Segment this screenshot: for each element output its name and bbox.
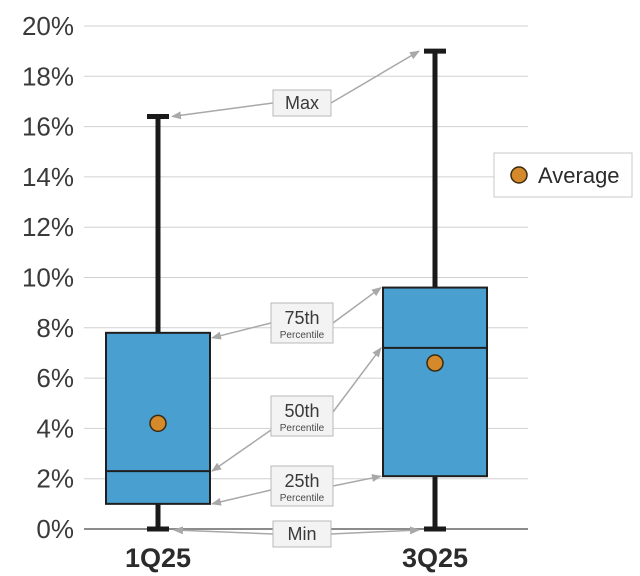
annotation-label: Max: [285, 93, 319, 113]
annotation-arrow: [332, 474, 382, 487]
annotation-arrow: [332, 347, 382, 413]
y-tick-label: 14%: [22, 162, 74, 192]
annotation-label: Min: [287, 524, 316, 544]
legend-average-marker: [510, 166, 528, 184]
annotation-label: 50th: [284, 401, 319, 421]
y-tick-label: 16%: [22, 112, 74, 142]
average-marker: [426, 354, 444, 372]
annotations: Max 75th Percentile 50th Percentile 25th Perce…: [171, 50, 420, 548]
y-tick-label: 0%: [36, 514, 74, 544]
annotation-sublabel: Percentile: [280, 493, 325, 504]
annotation-box: [270, 302, 334, 344]
annotation-arrow: [211, 322, 272, 340]
iqr-box: [382, 286, 488, 478]
annotation-p75: 75th Percentile: [211, 286, 382, 344]
y-tick-label: 8%: [36, 313, 74, 343]
y-tick-label: 20%: [22, 11, 74, 41]
annotation-max: Max: [171, 50, 420, 120]
average-marker: [149, 414, 167, 433]
y-tick-label: 4%: [36, 413, 74, 443]
annotation-arrow: [211, 489, 272, 506]
legend-label: Average: [538, 163, 620, 188]
annotation-arrow: [173, 526, 274, 535]
y-tick-label: 10%: [22, 263, 74, 293]
annotation-sublabel: Percentile: [280, 330, 325, 341]
annotation-arrow: [332, 286, 382, 324]
annotation-label: 75th: [284, 308, 319, 328]
annotation-p50: 50th Percentile: [211, 347, 382, 472]
annotation-p25: 25th Percentile: [211, 465, 382, 507]
box-3Q25: [382, 48, 488, 532]
annotation-box: [270, 465, 334, 507]
annotation-arrow: [330, 526, 420, 535]
x-category-label: 1Q25: [125, 543, 191, 573]
annotation-label: 25th: [284, 471, 319, 491]
annotation-min: Min: [173, 520, 420, 548]
y-tick-label: 6%: [36, 363, 74, 393]
box-1Q25: [105, 114, 211, 532]
x-axis-categories: 1Q25 3Q25: [125, 543, 468, 573]
annotation-arrow: [330, 50, 420, 104]
y-axis-ticks: 0% 2% 4% 6% 8% 10% 12% 14% 16% 18% 20%: [22, 11, 74, 544]
annotation-box: [270, 395, 334, 437]
y-tick-label: 2%: [36, 464, 74, 494]
annotation-box: [272, 89, 332, 117]
y-tick-label: 18%: [22, 61, 74, 91]
y-tick-label: 12%: [22, 212, 74, 242]
boxes: [105, 48, 488, 532]
legend: Average: [493, 152, 633, 198]
annotation-arrow: [171, 102, 274, 120]
x-category-label: 3Q25: [402, 543, 468, 573]
annotation-box: [272, 520, 332, 548]
annotation-arrow: [211, 429, 272, 472]
annotation-sublabel: Percentile: [280, 423, 325, 434]
